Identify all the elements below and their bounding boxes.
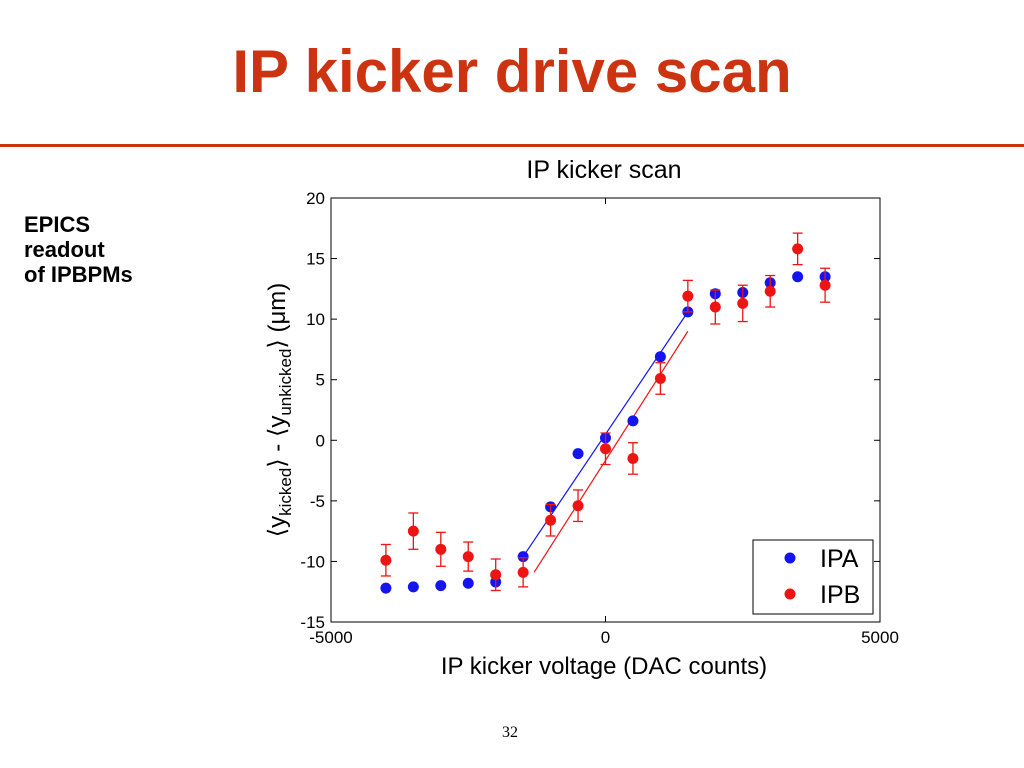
data-point-ipa [572, 448, 584, 460]
y-axis-label-part: ⟩ (μm) [264, 283, 291, 349]
y-axis-label: ⟨ykicked⟩ - ⟨yunkicked⟩ (μm) [264, 283, 295, 538]
data-point-ipb [737, 297, 749, 309]
data-point-ipb [764, 285, 776, 297]
data-point-ipb [600, 443, 611, 455]
y-tick-label: -15 [300, 613, 325, 632]
data-point-ipb [709, 301, 721, 313]
data-point-ipb [407, 525, 419, 537]
x-tick-label: 0 [601, 628, 610, 647]
y-tick-label: 10 [306, 310, 325, 329]
legend: IPA IPB [752, 539, 874, 615]
title-divider [0, 144, 1024, 147]
x-tick-label: 5000 [861, 628, 899, 647]
y-axis-label-subscript: unkicked [276, 349, 295, 416]
legend-ipb-marker [784, 588, 796, 600]
series-marks [380, 232, 831, 594]
data-point-ipa [462, 577, 474, 589]
y-tick-label: 20 [306, 189, 325, 208]
data-point-ipa [627, 415, 639, 427]
fit-line-ipb [533, 330, 689, 573]
data-point-ipa [654, 351, 666, 363]
data-point-ipa [435, 580, 447, 592]
y-tick-label: 15 [306, 250, 325, 269]
data-point-ipb [572, 500, 584, 512]
side-note-line: EPICS [24, 212, 91, 237]
page-number: 32 [502, 724, 518, 741]
data-point-ipa [380, 582, 392, 594]
y-tick-label: -10 [300, 552, 325, 571]
axes-ticks: -5000 0 5000 -15 -10 -5 0 5 10 15 20 [300, 189, 898, 647]
legend-box [752, 539, 874, 615]
y-tick-label: 0 [316, 431, 325, 450]
legend-ipb-label: IPB [820, 581, 860, 609]
data-point-ipa [792, 271, 804, 283]
side-note: EPICS readout of IPBPMs [24, 212, 133, 287]
data-point-ipb [490, 569, 502, 581]
data-point-ipb [654, 373, 666, 385]
data-point-ipb [627, 452, 639, 464]
data-point-ipa [517, 551, 529, 563]
data-point-ipb [682, 290, 694, 302]
legend-ipa-label: IPA [820, 545, 859, 573]
x-tick-label: -5000 [309, 628, 352, 647]
legend-ipa-marker [784, 552, 796, 564]
y-axis-label-part: ⟨y [264, 516, 291, 537]
data-point-ipb [380, 554, 392, 566]
data-point-ipb [462, 551, 474, 563]
y-tick-label: -5 [310, 492, 325, 511]
y-axis-label-part: ⟩ - ⟨y [264, 416, 291, 468]
side-note-line: of IPBPMs [24, 262, 133, 287]
y-tick-label: 5 [316, 371, 325, 390]
slide-title: IP kicker drive scan [232, 38, 792, 105]
y-axis-label-subscript: kicked [276, 468, 295, 516]
data-point-ipa [407, 581, 419, 593]
data-point-ipb [517, 566, 529, 578]
data-point-ipb [792, 243, 804, 255]
side-note-line: readout [24, 237, 105, 262]
data-point-ipb [545, 514, 557, 526]
data-point-ipb [435, 543, 447, 555]
chart-title: IP kicker scan [526, 156, 681, 184]
data-point-ipb [819, 279, 831, 291]
x-axis-label: IP kicker voltage (DAC counts) [441, 653, 767, 680]
